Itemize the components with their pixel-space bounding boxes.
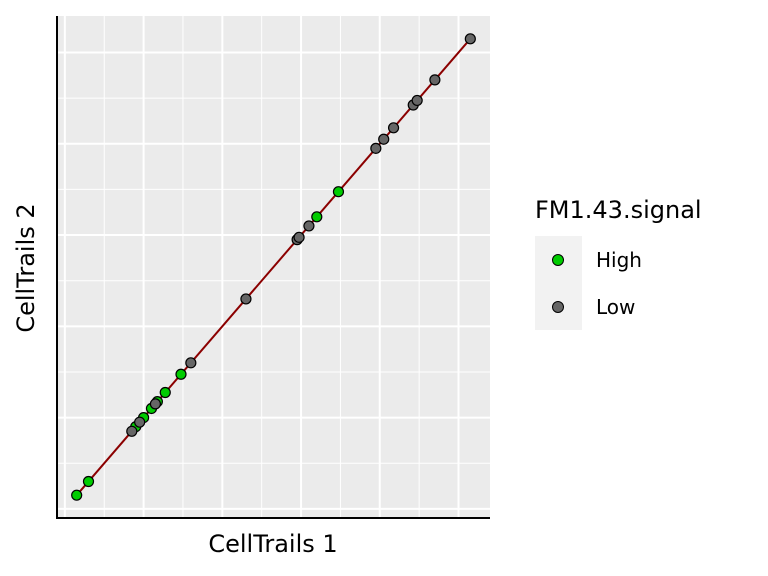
data-point-low [134, 416, 146, 428]
data-point-low [378, 133, 390, 145]
legend-key-low [535, 283, 582, 330]
data-point-high [71, 489, 83, 501]
data-point-high [332, 186, 345, 198]
data-point-high [159, 386, 171, 399]
legend-label-high: High [596, 247, 642, 272]
legend: FM1.43.signal High Low [535, 196, 755, 330]
y-axis-label: CellTrails 2 [12, 203, 40, 333]
data-point-low [464, 33, 476, 45]
data-point-low [303, 220, 315, 232]
data-point-low [240, 293, 252, 305]
legend-item-high: High [535, 236, 755, 283]
data-point-low [126, 425, 138, 437]
data-point-high [82, 475, 95, 488]
data-point-high [175, 368, 187, 380]
data-point-low [293, 231, 305, 243]
data-point-low [370, 142, 382, 154]
data-point-low [429, 74, 441, 86]
legend-title: FM1.43.signal [535, 196, 702, 224]
data-point-low [185, 357, 197, 369]
data-point-high [311, 211, 323, 223]
legend-label-low: Low [596, 294, 636, 319]
x-axis-label: CellTrails 1 [208, 530, 338, 558]
data-point-low [149, 398, 162, 410]
legend-swatch-low [552, 301, 564, 313]
legend-key-high [535, 236, 582, 283]
data-point-low [387, 122, 400, 134]
data-point-low [411, 94, 423, 107]
legend-swatch-high [552, 254, 564, 266]
legend-item-low: Low [535, 283, 755, 330]
